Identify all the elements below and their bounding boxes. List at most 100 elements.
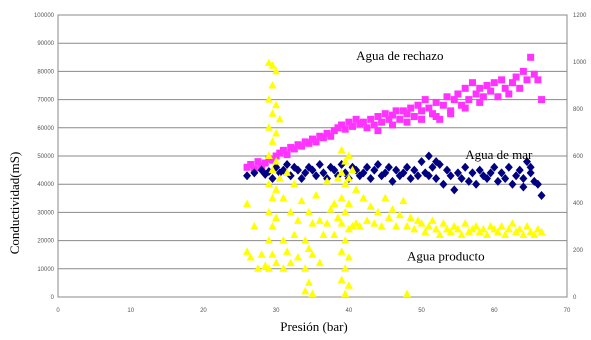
square-marker [407, 104, 415, 112]
triangle-marker [264, 207, 273, 216]
square-marker [341, 125, 349, 133]
diamond-marker [515, 165, 524, 175]
triangle-marker [337, 219, 346, 227]
square-marker [479, 93, 487, 101]
triangle-marker [250, 222, 259, 230]
triangle-marker [272, 128, 281, 137]
diamond-marker [533, 179, 542, 189]
diamond-marker [526, 162, 535, 172]
diamond-marker [424, 151, 433, 161]
square-marker [432, 113, 440, 121]
square-marker [472, 90, 480, 98]
triangle-marker [344, 253, 353, 261]
square-marker [385, 115, 393, 123]
y-tick-label: 30000 [37, 210, 54, 216]
triangle-marker [490, 224, 499, 233]
diamond-marker [319, 168, 328, 178]
triangle-marker [257, 250, 266, 258]
square-marker [447, 110, 455, 118]
square-marker [352, 115, 360, 123]
diamond-marker [443, 165, 452, 175]
square-marker [287, 144, 295, 152]
square-marker [512, 73, 520, 81]
diamond-marker [453, 168, 462, 178]
triangle-marker [508, 219, 517, 227]
diamond-marker [330, 165, 339, 175]
square-marker [494, 93, 502, 101]
triangle-marker [366, 202, 375, 210]
square-marker [468, 79, 476, 87]
y-tick-label: 90000 [37, 41, 54, 47]
triangle-marker [355, 222, 364, 230]
diamond-marker [381, 168, 390, 178]
triangle-marker [344, 151, 353, 159]
triangle-marker [388, 205, 397, 213]
triangle-marker [268, 81, 277, 89]
triangle-marker [450, 222, 459, 230]
square-marker [319, 134, 327, 142]
square-marker [392, 107, 400, 115]
diamond-marker [519, 182, 528, 192]
square-marker [527, 53, 535, 61]
diamond-marker [497, 168, 506, 178]
square-marker [403, 118, 411, 126]
triangle-marker [373, 207, 382, 216]
triangle-marker [486, 222, 495, 230]
diamond-marker [457, 174, 466, 184]
square-marker [330, 127, 338, 135]
y-tick-label: 50000 [37, 154, 54, 160]
triangle-marker [370, 219, 379, 227]
diamond-marker [413, 171, 422, 181]
square-marker [418, 107, 426, 115]
triangle-marker [337, 247, 346, 255]
triangle-marker [344, 199, 353, 207]
triangle-marker [504, 224, 513, 233]
square-marker [534, 76, 542, 84]
triangle-marker [341, 179, 350, 188]
annotation-label: Agua de rechazo [356, 48, 443, 63]
triangle-marker [264, 236, 273, 244]
triangle-marker [323, 219, 332, 227]
square-marker [388, 121, 396, 129]
square-marker [498, 76, 506, 84]
square-marker [279, 146, 287, 154]
diamond-marker [508, 179, 517, 189]
triangle-marker [268, 250, 277, 258]
square-marker [505, 90, 513, 98]
square-marker [298, 142, 306, 150]
triangle-marker [453, 224, 462, 233]
triangle-marker [275, 114, 284, 123]
diamond-marker [424, 171, 433, 181]
diamond-marker [468, 168, 477, 178]
diamond-marker [490, 162, 499, 172]
diamond-marker [446, 171, 455, 181]
triangle-marker [315, 258, 324, 267]
diamond-marker [475, 165, 484, 175]
diamond-marker [472, 179, 481, 189]
x-tick-label: 50 [418, 308, 425, 314]
triangle-marker [395, 210, 404, 219]
triangle-marker [403, 289, 412, 298]
triangle-marker [246, 253, 255, 261]
triangle-marker [457, 230, 466, 238]
diamond-marker [268, 174, 277, 184]
diamond-marker [512, 171, 521, 181]
triangle-marker [315, 216, 324, 224]
square-marker [283, 151, 291, 159]
diamond-marker [370, 165, 379, 175]
triangle-marker [359, 193, 368, 202]
triangle-marker [344, 224, 353, 233]
diamond-marker [308, 165, 317, 175]
triangle-marker [421, 227, 430, 236]
triangle-marker [384, 213, 393, 222]
diamond-marker [312, 171, 321, 181]
diamond-marker [403, 162, 412, 172]
square-marker [396, 115, 404, 123]
diamond-marker [410, 165, 419, 175]
square-marker [378, 118, 386, 126]
x-tick-label: 0 [56, 308, 60, 314]
diamond-marker [504, 162, 513, 172]
triangle-marker [330, 199, 339, 207]
triangle-marker [406, 213, 415, 222]
square-marker [269, 156, 277, 164]
